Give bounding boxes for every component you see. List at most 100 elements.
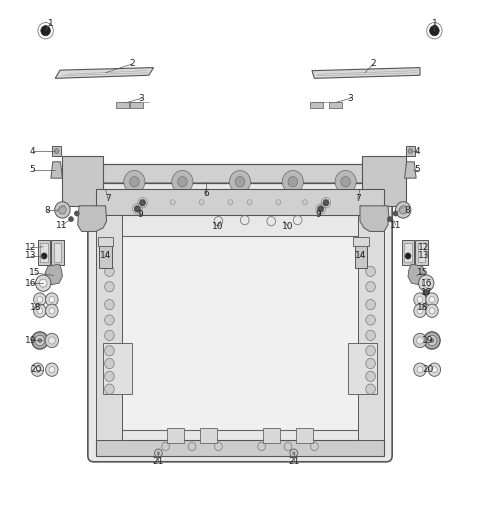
Bar [167, 428, 184, 443]
Text: 8: 8 [404, 206, 410, 216]
Polygon shape [55, 68, 154, 78]
Circle shape [188, 442, 196, 451]
Circle shape [424, 332, 440, 349]
Text: 14: 14 [100, 251, 111, 261]
Circle shape [105, 358, 114, 369]
Text: 15: 15 [417, 268, 428, 278]
Text: 12: 12 [24, 243, 36, 252]
Circle shape [302, 200, 307, 205]
Circle shape [39, 279, 47, 287]
Circle shape [157, 452, 160, 455]
Circle shape [37, 308, 43, 314]
Circle shape [419, 275, 434, 291]
Text: 12: 12 [418, 243, 429, 252]
Text: 16: 16 [24, 279, 36, 288]
Bar [404, 243, 412, 262]
Circle shape [48, 337, 55, 344]
Circle shape [55, 202, 70, 218]
Circle shape [170, 200, 175, 205]
Circle shape [423, 289, 430, 296]
Circle shape [428, 363, 441, 376]
Bar [54, 243, 61, 262]
Bar [358, 215, 384, 440]
Bar [415, 240, 428, 265]
Circle shape [199, 200, 204, 205]
Bar [40, 243, 48, 262]
Bar [116, 102, 129, 108]
Circle shape [105, 282, 114, 292]
Text: 21: 21 [288, 457, 300, 466]
Circle shape [366, 300, 375, 310]
Circle shape [387, 217, 392, 222]
Circle shape [37, 296, 43, 303]
Text: 4: 4 [30, 146, 36, 156]
Circle shape [430, 26, 439, 36]
Circle shape [32, 332, 48, 349]
Circle shape [229, 170, 251, 193]
Polygon shape [51, 162, 62, 178]
Circle shape [276, 200, 281, 205]
Text: 11: 11 [390, 221, 402, 230]
Bar [348, 343, 377, 394]
Circle shape [31, 363, 44, 376]
Circle shape [215, 442, 222, 451]
Text: 18: 18 [417, 303, 428, 312]
Circle shape [366, 266, 375, 276]
Circle shape [414, 293, 426, 306]
Circle shape [366, 358, 375, 369]
Text: 18: 18 [30, 303, 42, 312]
Circle shape [417, 296, 423, 303]
Polygon shape [312, 68, 420, 78]
Circle shape [105, 300, 114, 310]
Circle shape [130, 177, 139, 187]
Bar [96, 189, 384, 215]
Bar [406, 146, 415, 156]
Bar [115, 236, 365, 430]
Text: 9: 9 [316, 209, 322, 219]
Bar [38, 240, 50, 265]
Text: 11: 11 [56, 221, 67, 230]
Bar [263, 428, 280, 443]
Text: 10: 10 [212, 222, 223, 231]
Text: 17: 17 [420, 288, 432, 297]
Circle shape [124, 170, 145, 193]
Circle shape [46, 363, 58, 376]
Circle shape [49, 296, 55, 303]
Bar [98, 237, 113, 246]
Circle shape [172, 170, 193, 193]
Circle shape [366, 346, 375, 356]
Circle shape [46, 304, 58, 317]
Circle shape [258, 442, 265, 451]
Circle shape [178, 177, 187, 187]
Circle shape [69, 217, 73, 222]
Bar [130, 102, 143, 108]
Text: 13: 13 [418, 251, 429, 261]
Circle shape [429, 296, 435, 303]
Circle shape [105, 346, 114, 356]
Circle shape [288, 177, 298, 187]
Circle shape [429, 308, 435, 314]
Circle shape [228, 200, 233, 205]
Polygon shape [62, 156, 103, 206]
Circle shape [430, 338, 434, 343]
Text: 7: 7 [105, 194, 111, 203]
Bar [296, 428, 313, 443]
Circle shape [408, 148, 413, 154]
Bar [99, 242, 112, 268]
Text: 20: 20 [30, 365, 42, 374]
Circle shape [46, 293, 58, 306]
Text: 5: 5 [30, 165, 36, 175]
Circle shape [59, 206, 66, 214]
Text: 1: 1 [432, 18, 437, 28]
Polygon shape [408, 264, 425, 285]
Text: 19: 19 [24, 336, 36, 345]
Circle shape [49, 367, 55, 373]
Circle shape [105, 330, 114, 340]
Circle shape [292, 452, 295, 455]
Circle shape [396, 202, 411, 218]
Bar [51, 240, 64, 265]
Circle shape [105, 384, 114, 394]
Bar [329, 102, 342, 108]
Circle shape [417, 367, 423, 373]
Polygon shape [360, 206, 389, 231]
